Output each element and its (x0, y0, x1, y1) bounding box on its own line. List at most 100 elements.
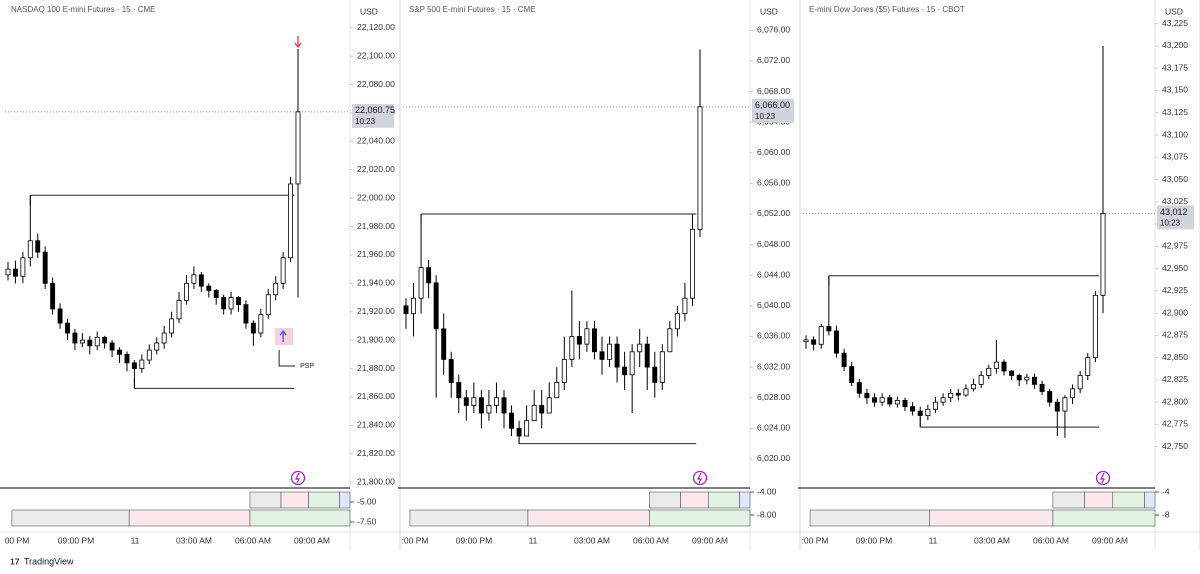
x-tick-label: 09:00 PM (856, 535, 892, 545)
candle-body (161, 332, 167, 344)
candle-body (146, 349, 152, 361)
chart-title: E-mini Dow Jones ($5) Futures · 15 · CBO… (809, 5, 965, 14)
y-tick-label: 42,975 (1162, 241, 1188, 251)
candle-body (471, 397, 477, 406)
candle-body (50, 282, 56, 310)
candle-body (516, 427, 522, 437)
x-tick-label: 09:00 AM (1092, 535, 1128, 545)
sub-tick-label: -7.50 (357, 516, 377, 526)
alert-bolt (295, 472, 300, 484)
candle-body (917, 410, 923, 416)
candle-body (441, 328, 447, 360)
candle-body (986, 367, 992, 376)
chart-title: NASDAQ 100 E-mini Futures · 15 · CME (11, 5, 155, 14)
logo: 17 (10, 556, 20, 566)
candle-body (1039, 383, 1045, 392)
candle-body (65, 322, 70, 334)
y-tick-label: 6,040.00 (757, 300, 790, 310)
y-tick-label: 6,072.00 (757, 55, 790, 65)
candle-body (629, 351, 635, 376)
price-label: 6,066.00 (755, 100, 790, 110)
candle-body (864, 392, 870, 399)
session-box (739, 491, 751, 509)
countdown: 10:23 (755, 112, 776, 121)
session-box (339, 491, 351, 509)
sub-tick-label: -4 (1162, 486, 1170, 496)
x-tick-label: 11 (529, 535, 538, 545)
candle-body (206, 285, 212, 291)
candle-body (87, 339, 93, 347)
candle-body (539, 404, 545, 414)
down-arrow (294, 36, 302, 49)
y-tick-label: 21,840.00 (357, 420, 395, 430)
y-tick-label: 6,060.00 (757, 147, 790, 157)
session-box (280, 491, 309, 509)
candle-body (448, 359, 454, 383)
candle-body (622, 366, 628, 376)
candle-body (426, 267, 432, 284)
candle-body (27, 240, 33, 259)
candle-body (872, 397, 878, 403)
candle-body (236, 297, 241, 306)
candle-body (818, 326, 824, 345)
candle-body (102, 336, 108, 344)
candle-body (546, 397, 552, 414)
candle-body (856, 382, 862, 394)
y-tick-label: 6,048.00 (757, 239, 790, 249)
candle-body (561, 359, 567, 383)
candle-body (1062, 397, 1068, 412)
candle-body (411, 297, 417, 314)
session-box (708, 491, 740, 509)
price-label: 43,012 (1160, 207, 1188, 217)
candle-body (531, 404, 537, 422)
candle-body (433, 282, 439, 330)
y-tick-label: 6,056.00 (757, 178, 790, 188)
candle-body (667, 328, 673, 353)
candle-body (689, 228, 695, 299)
y-tick-label: 21,820.00 (357, 448, 395, 458)
candle-body (109, 342, 115, 351)
y-tick-label: 43,125 (1162, 107, 1188, 117)
countdown: 10:23 (1160, 218, 1181, 227)
candle-body (184, 282, 189, 301)
y-tick-label: 6,068.00 (757, 86, 790, 96)
candle-body (273, 282, 279, 296)
price-label-box (1157, 205, 1194, 230)
x-tick-label: :00 PM (402, 535, 429, 545)
candle-body (288, 183, 294, 259)
y-tick-label: 42,900 (1162, 307, 1188, 317)
y-tick-label: 6,052.00 (757, 208, 790, 218)
y-tick-label: 22,100.00 (357, 50, 395, 60)
candle-body (925, 408, 931, 416)
candle-body (493, 397, 499, 406)
candle-body (576, 336, 582, 345)
session-box (527, 509, 650, 527)
candle-body (1024, 376, 1030, 381)
candle-body (940, 397, 946, 403)
y-tick-label: 43,200 (1162, 40, 1188, 50)
price-label: 22,060.75 (355, 105, 395, 115)
y-tick-label: 21,960.00 (357, 249, 395, 259)
candle-body (463, 397, 469, 406)
candle-body (887, 397, 893, 405)
y-tick-label: 21,920.00 (357, 306, 395, 316)
y-tick-label: 21,880.00 (357, 363, 395, 373)
session-box (1052, 491, 1085, 509)
x-tick-label: 00 PM (5, 535, 30, 545)
sub-tick-label: -8 (1162, 509, 1170, 519)
y-tick-label: 42,825 (1162, 374, 1188, 384)
y-tick-label: 6,020.00 (757, 453, 790, 463)
y-tick-label: 43,175 (1162, 62, 1188, 72)
y-tick-label: 43,100 (1162, 129, 1188, 139)
candle-body (659, 351, 665, 383)
candle-body (198, 274, 204, 287)
sub-tick-label: -8.00 (757, 509, 777, 519)
candle-body (213, 290, 219, 298)
session-box (11, 509, 130, 527)
sub-tick-label: -4.00 (757, 486, 777, 496)
candle-body (614, 343, 620, 368)
candle-body (591, 328, 597, 353)
candle-body (131, 362, 137, 369)
candle-body (910, 406, 916, 412)
